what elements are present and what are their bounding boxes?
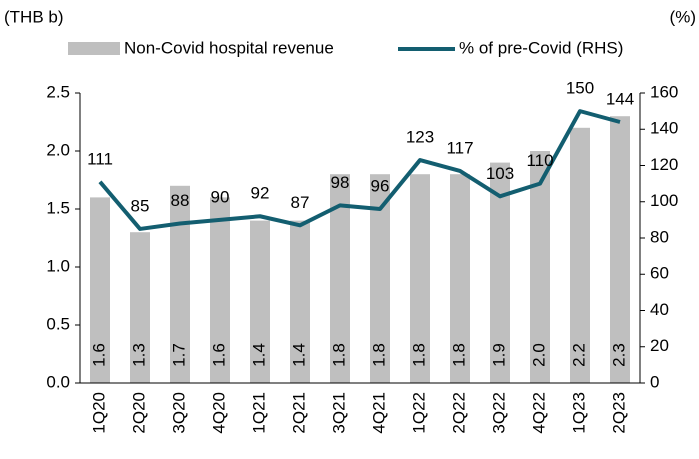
- bar: [170, 185, 190, 383]
- y-tick-label: 1.5: [46, 198, 70, 217]
- bar-value-label: 2.0: [529, 343, 548, 367]
- bar-value-label: 1.3: [129, 343, 148, 367]
- legend-label: Non-Covid hospital revenue: [124, 38, 334, 57]
- bar: [90, 197, 110, 383]
- line-value-label: 96: [371, 176, 390, 195]
- bar-value-label: 1.6: [209, 343, 228, 367]
- x-tick-label: 2Q23: [609, 392, 628, 434]
- bar: [370, 174, 390, 383]
- bar-value-label: 2.2: [569, 343, 588, 367]
- bar: [210, 197, 230, 383]
- bar-value-label: 2.3: [609, 343, 628, 367]
- bar-value-label: 1.8: [409, 343, 428, 367]
- bar: [530, 151, 550, 383]
- bar-value-label: 1.8: [369, 343, 388, 367]
- bar: [570, 127, 590, 383]
- bar: [330, 174, 350, 383]
- line-value-label: 117: [446, 138, 473, 157]
- line-series: [98, 109, 621, 231]
- line-value-label: 103: [486, 164, 514, 183]
- x-tick-label: 4Q20: [209, 392, 228, 434]
- line-value-label: 88: [171, 191, 190, 210]
- y-tick-label: 2.0: [46, 140, 70, 159]
- x-tick-label: 4Q21: [369, 392, 388, 434]
- y-tick-label: 2.5: [46, 82, 70, 101]
- x-tick-label: 3Q22: [489, 392, 508, 434]
- x-tick-label: 4Q22: [529, 392, 548, 434]
- y2-tick-label: 20: [650, 336, 669, 355]
- y2-tick-label: 120: [650, 155, 678, 174]
- bar-value-label: 1.6: [89, 343, 108, 367]
- bar-value-label: 1.7: [169, 343, 188, 367]
- line-value-label: 150: [566, 79, 594, 98]
- y-tick-label: 0.5: [46, 314, 70, 333]
- bar: [130, 232, 150, 383]
- y2-tick-label: 40: [650, 300, 669, 319]
- legend-label: % of pre-Covid (RHS): [459, 38, 623, 57]
- bar: [290, 220, 310, 383]
- line-value-label: 92: [251, 184, 270, 203]
- line-value-label: 111: [87, 149, 113, 168]
- y-axis-label: (THB b): [4, 7, 64, 26]
- y2-tick-label: 0: [650, 372, 659, 391]
- line-value-label: 87: [291, 193, 310, 212]
- legend-swatch: [68, 42, 120, 55]
- x-tick-label: 2Q21: [289, 392, 308, 434]
- bar-value-label: 1.8: [449, 343, 468, 367]
- y-tick-label: 0.0: [46, 372, 70, 391]
- x-tick-label: 1Q20: [89, 392, 108, 434]
- x-tick-label: 3Q21: [329, 392, 348, 434]
- bar-value-label: 1.8: [329, 343, 348, 367]
- x-tick-label: 2Q20: [129, 392, 148, 434]
- x-tick-label: 1Q23: [569, 392, 588, 434]
- x-tick-label: 1Q22: [409, 392, 428, 434]
- x-tick-label: 3Q20: [169, 392, 188, 434]
- line-value-label: 85: [131, 196, 150, 215]
- bar: [610, 116, 630, 383]
- y2-tick-label: 140: [650, 119, 678, 138]
- y2-axis-label: (%): [670, 7, 696, 26]
- line-value-label: 123: [406, 128, 434, 147]
- bar: [250, 220, 270, 383]
- x-tick-label: 2Q22: [449, 392, 468, 434]
- y-tick-label: 1.0: [46, 256, 70, 275]
- y2-tick-label: 160: [650, 82, 678, 101]
- bar: [450, 174, 470, 383]
- bar-value-label: 1.4: [249, 343, 268, 367]
- line-value-label: 98: [331, 173, 350, 192]
- y2-tick-label: 100: [650, 191, 678, 210]
- y2-tick-label: 80: [650, 227, 669, 246]
- line-value-label: 110: [526, 151, 553, 170]
- y2-tick-label: 60: [650, 264, 669, 283]
- bar-value-label: 1.4: [289, 343, 308, 367]
- line-value-label: 144: [606, 89, 634, 108]
- bar-value-label: 1.9: [489, 343, 508, 367]
- bar: [410, 174, 430, 383]
- x-tick-label: 1Q21: [249, 392, 268, 434]
- line-value-label: 90: [211, 187, 230, 206]
- bar: [490, 162, 510, 383]
